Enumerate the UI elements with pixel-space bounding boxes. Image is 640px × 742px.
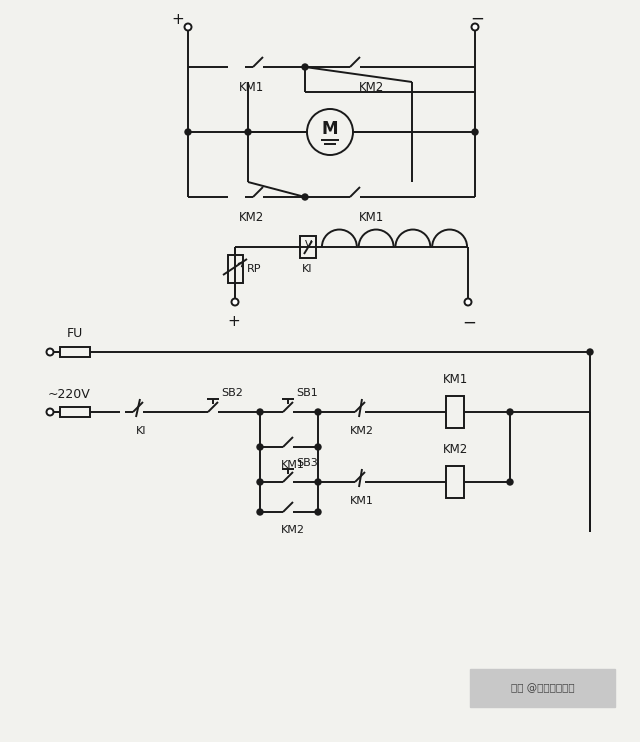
Text: 头条 @技成电工课堂: 头条 @技成电工课堂 [511, 683, 575, 693]
Circle shape [315, 409, 321, 415]
Circle shape [315, 444, 321, 450]
Text: ~220V: ~220V [48, 387, 91, 401]
Text: RP: RP [247, 264, 262, 274]
Circle shape [47, 409, 54, 416]
Circle shape [232, 298, 239, 306]
Text: V: V [305, 240, 312, 250]
Circle shape [507, 479, 513, 485]
Text: SB2: SB2 [221, 388, 243, 398]
Circle shape [315, 509, 321, 515]
Bar [446, 396, 464, 428]
Bar [60, 407, 90, 417]
Text: SB3: SB3 [296, 458, 317, 468]
Circle shape [257, 444, 263, 450]
Circle shape [47, 349, 54, 355]
Text: KM2: KM2 [442, 443, 468, 456]
Text: KI: KI [136, 426, 147, 436]
Circle shape [185, 129, 191, 135]
Text: KM2: KM2 [239, 211, 264, 224]
Circle shape [302, 194, 308, 200]
Text: KM1: KM1 [281, 460, 305, 470]
Circle shape [587, 349, 593, 355]
Text: −: − [462, 314, 476, 332]
Text: SB1: SB1 [296, 388, 317, 398]
Bar [446, 466, 464, 498]
Text: +: + [228, 314, 241, 329]
Text: FU: FU [67, 327, 83, 340]
Circle shape [472, 129, 478, 135]
Bar [227, 255, 243, 283]
Bar [300, 236, 316, 258]
Text: M: M [322, 120, 339, 138]
Text: KM1: KM1 [239, 81, 264, 94]
Text: KI: KI [301, 264, 312, 274]
Circle shape [315, 479, 321, 485]
Text: +: + [172, 11, 184, 27]
Circle shape [472, 24, 479, 30]
Text: −: − [470, 10, 484, 28]
Text: KM2: KM2 [358, 81, 383, 94]
Circle shape [507, 409, 513, 415]
Text: KM1: KM1 [442, 373, 468, 386]
Text: KM2: KM2 [350, 426, 374, 436]
Circle shape [245, 129, 251, 135]
Circle shape [257, 479, 263, 485]
Circle shape [302, 64, 308, 70]
Circle shape [184, 24, 191, 30]
Text: KM1: KM1 [358, 211, 383, 224]
Text: KM1: KM1 [350, 496, 374, 506]
Circle shape [465, 298, 472, 306]
Bar [470, 669, 615, 707]
Bar [60, 347, 90, 357]
Text: KM2: KM2 [281, 525, 305, 535]
Circle shape [257, 409, 263, 415]
Circle shape [257, 509, 263, 515]
